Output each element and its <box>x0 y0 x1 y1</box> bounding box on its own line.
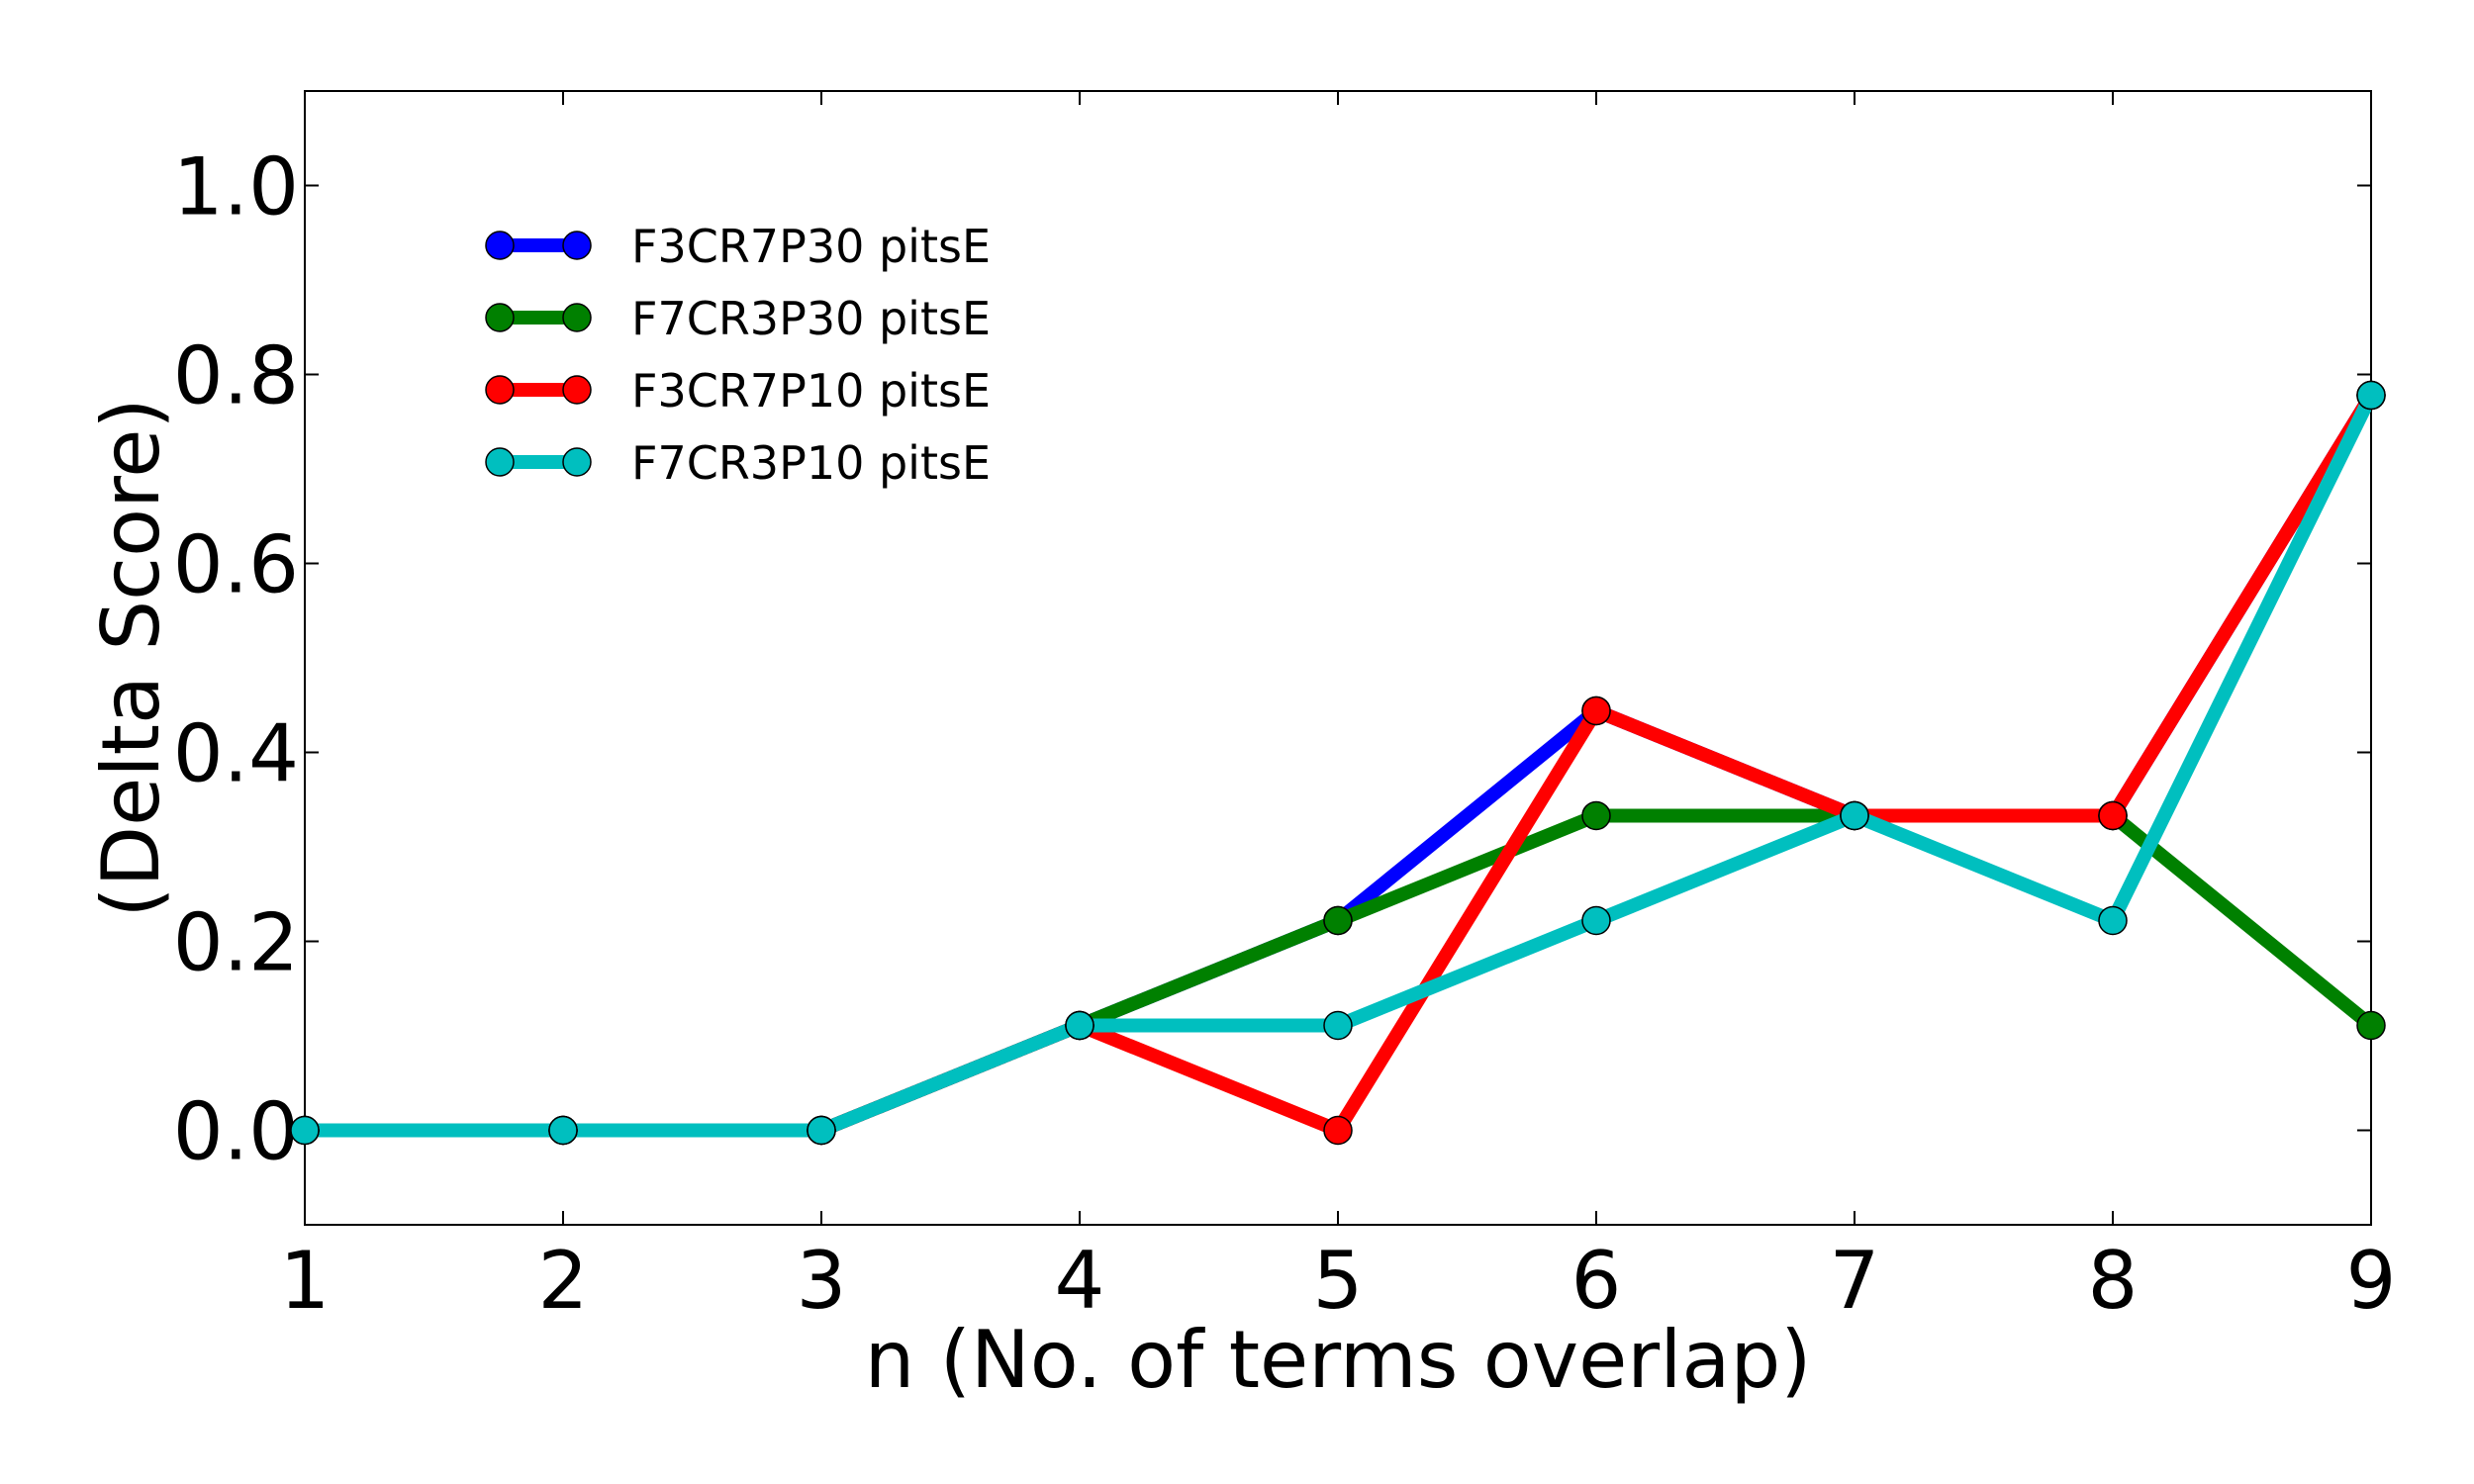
x-tick-label: 4 <box>1055 1235 1105 1327</box>
x-tick-label: 6 <box>1571 1235 1622 1327</box>
x-tick-labels: 1 2 3 4 5 6 7 8 9 <box>280 1235 2397 1327</box>
x-tick-label: 2 <box>538 1235 589 1327</box>
legend-marker <box>562 375 592 405</box>
y-tick-labels: 0.0 0.2 0.4 0.6 0.8 1.0 <box>173 141 299 1178</box>
series-4-point <box>807 1115 836 1146</box>
y-tick-label: 0.0 <box>173 1086 299 1178</box>
x-tick-label: 1 <box>280 1235 331 1327</box>
legend-marker <box>485 303 515 332</box>
legend-label: F3CR7P30 pitsE <box>631 220 991 273</box>
x-axis-title: n (No. of terms overlap) <box>865 1314 1812 1406</box>
series-2-point <box>1323 905 1353 936</box>
series-4-point <box>1065 1010 1094 1041</box>
legend-label: F7CR3P30 pitsE <box>631 292 991 345</box>
y-axis-title: (Delta Score) <box>85 398 177 917</box>
y-tick-label: 0.6 <box>173 519 299 611</box>
legend-marker <box>485 447 515 477</box>
legend-marker <box>562 231 592 260</box>
series-2-point <box>2356 1010 2386 1041</box>
y-tick-label: 0.2 <box>173 897 299 989</box>
series-4-point <box>1840 800 1869 831</box>
y-tick-label: 0.8 <box>173 330 299 422</box>
series-4-point <box>2098 905 2128 936</box>
x-tick-label: 3 <box>797 1235 847 1327</box>
axis-ticks <box>304 91 2372 1225</box>
series-4-point <box>2356 380 2386 411</box>
series-4-point <box>290 1115 320 1146</box>
y-tick-label: 1.0 <box>173 141 299 233</box>
series-4-point <box>1581 905 1611 936</box>
legend: F3CR7P30 pitsE F7CR3P30 pitsE F3CR7P10 pit… <box>485 220 991 490</box>
legend-marker <box>485 231 515 260</box>
series-4-point <box>1323 1010 1353 1041</box>
x-tick-label: 8 <box>2088 1235 2139 1327</box>
series-3-point <box>1581 696 1611 726</box>
legend-marker <box>562 447 592 477</box>
series-3-point <box>1323 1115 1353 1146</box>
legend-marker <box>562 303 592 332</box>
x-tick-label: 7 <box>1830 1235 1880 1327</box>
plot-area <box>304 90 2372 1226</box>
legend-label: F3CR7P10 pitsE <box>631 364 991 417</box>
legend-label: F7CR3P10 pitsE <box>631 436 991 490</box>
legend-marker <box>485 375 515 405</box>
x-tick-label: 9 <box>2346 1235 2397 1327</box>
markers-layer <box>290 380 2386 1146</box>
series-4-point <box>548 1115 578 1146</box>
series-2-point <box>1581 800 1611 831</box>
series-3-point <box>2098 800 2128 831</box>
y-tick-label: 0.4 <box>173 708 299 800</box>
x-tick-label: 5 <box>1313 1235 1364 1327</box>
